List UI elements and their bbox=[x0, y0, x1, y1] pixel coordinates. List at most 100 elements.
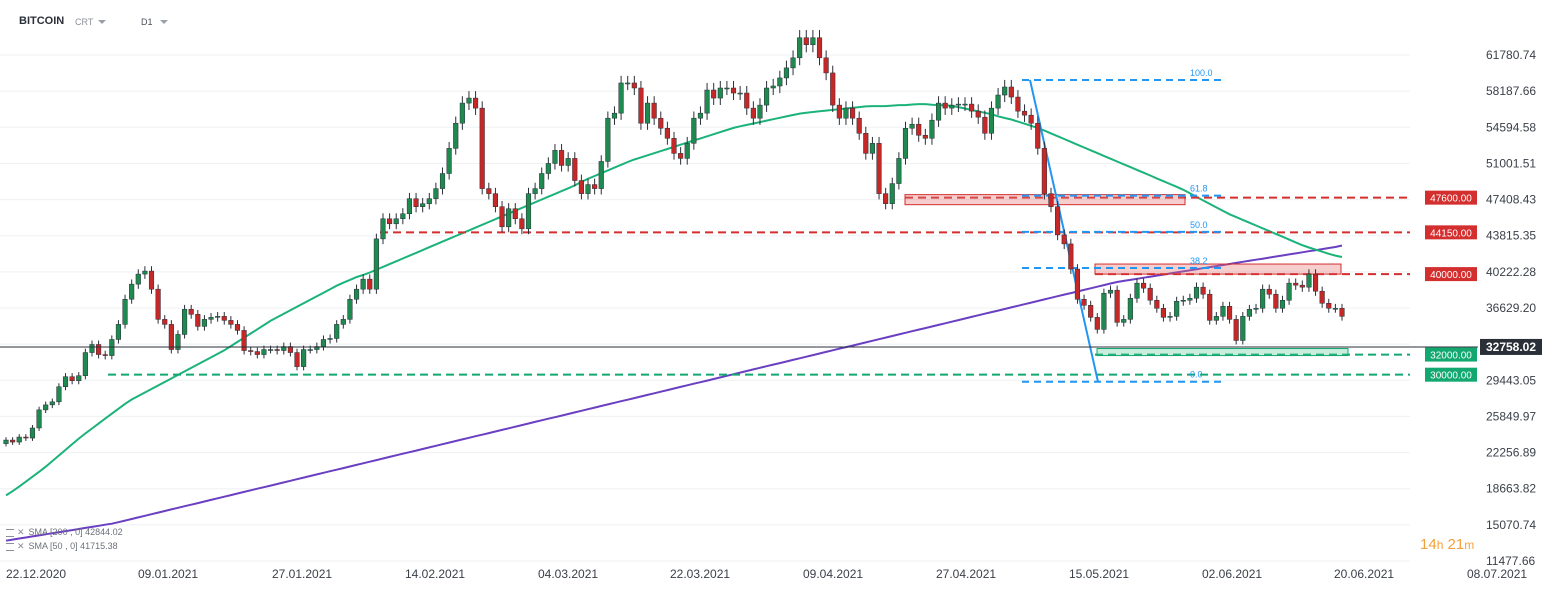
chart-header: BITCOIN CRT D1 bbox=[0, 0, 300, 40]
candle bbox=[76, 375, 82, 381]
chart-grid bbox=[0, 54, 1410, 562]
interval-selector[interactable]: D1 bbox=[141, 17, 153, 27]
fib-label: 38.2 bbox=[1190, 256, 1208, 266]
candle bbox=[254, 351, 260, 355]
level-label-box bbox=[1425, 367, 1477, 382]
settings-icon[interactable] bbox=[6, 542, 14, 551]
candle bbox=[1041, 148, 1047, 194]
candle bbox=[1260, 288, 1266, 309]
candle bbox=[327, 338, 333, 340]
candle bbox=[618, 82, 624, 114]
candle bbox=[982, 116, 988, 134]
candle bbox=[539, 173, 545, 189]
time-axis[interactable]: 22.12.2020 09.01.2021 27.01.2021 14.02.2021… bbox=[6, 567, 1527, 581]
legend-item-sma200[interactable]: ✕ SMA [200 , 0] 42844.02 bbox=[6, 527, 123, 538]
candle bbox=[558, 150, 565, 166]
candle bbox=[975, 110, 981, 118]
level-label-box bbox=[1425, 225, 1477, 240]
candle bbox=[1028, 114, 1034, 124]
candle bbox=[651, 102, 657, 119]
x-tick-label: 22.12.2020 bbox=[6, 567, 66, 581]
candle bbox=[1147, 287, 1153, 301]
candle bbox=[43, 404, 49, 411]
candle bbox=[301, 349, 307, 367]
candle bbox=[492, 193, 498, 207]
x-tick-label: 27.04.2021 bbox=[936, 567, 996, 581]
y-tick-label: 54594.58 bbox=[1486, 120, 1536, 134]
x-tick-label: 15.05.2021 bbox=[1069, 567, 1129, 581]
legend-item-sma50[interactable]: ✕ SMA [50 , 0] 41715.38 bbox=[6, 541, 118, 552]
close-icon[interactable]: ✕ bbox=[17, 527, 25, 537]
fib-label: 0.0 bbox=[1190, 370, 1203, 380]
candle bbox=[816, 37, 823, 59]
candle bbox=[188, 309, 194, 315]
legend-label: SMA [50 , 0] 41715.38 bbox=[28, 541, 118, 551]
candle bbox=[519, 218, 525, 230]
candle bbox=[135, 273, 141, 285]
candle bbox=[836, 104, 842, 119]
candle bbox=[697, 112, 704, 119]
candle bbox=[393, 218, 399, 225]
candle bbox=[525, 193, 532, 230]
close-icon[interactable]: ✕ bbox=[17, 541, 25, 551]
interval-chevron-down-icon[interactable] bbox=[160, 20, 168, 24]
settings-icon[interactable] bbox=[6, 528, 14, 537]
candle bbox=[1226, 306, 1233, 320]
candle bbox=[168, 324, 174, 350]
candle bbox=[459, 102, 465, 124]
level-label-box bbox=[1425, 267, 1477, 282]
candle bbox=[499, 206, 505, 228]
candle bbox=[82, 352, 88, 376]
y-tick-label: 51001.51 bbox=[1486, 156, 1536, 170]
candle bbox=[929, 119, 935, 139]
candle bbox=[241, 330, 247, 351]
candle bbox=[803, 37, 809, 45]
candle bbox=[1081, 298, 1087, 306]
symbol-selector[interactable]: BITCOIN bbox=[19, 15, 65, 27]
candle bbox=[1154, 299, 1160, 309]
candle bbox=[1068, 243, 1074, 270]
candle bbox=[876, 143, 882, 194]
candle bbox=[334, 324, 340, 339]
candle bbox=[347, 298, 353, 320]
chart-type-selector[interactable]: CRT bbox=[75, 17, 94, 27]
candle bbox=[625, 82, 631, 85]
candle bbox=[506, 208, 512, 228]
candle bbox=[850, 107, 856, 119]
price-axis[interactable]: 61780.74 58187.66 54594.58 51001.51 47408.43… bbox=[1486, 48, 1536, 568]
candle bbox=[420, 203, 426, 207]
candle bbox=[221, 316, 227, 321]
x-tick-label: 22.03.2021 bbox=[670, 567, 730, 581]
candle bbox=[446, 148, 452, 174]
x-tick-label: 09.04.2021 bbox=[803, 567, 863, 581]
candle bbox=[406, 198, 413, 214]
level-label: 44150.00 bbox=[1430, 228, 1472, 239]
candle bbox=[922, 135, 928, 139]
candle bbox=[691, 117, 697, 144]
chart-type-chevron-down-icon[interactable] bbox=[98, 20, 106, 24]
candle bbox=[294, 352, 300, 367]
candle bbox=[234, 324, 241, 331]
candle bbox=[737, 92, 743, 95]
candle bbox=[565, 158, 571, 166]
candle bbox=[684, 143, 690, 159]
candle bbox=[274, 349, 280, 351]
candle bbox=[62, 376, 69, 388]
candle bbox=[592, 184, 598, 189]
candle bbox=[155, 288, 161, 320]
candle bbox=[89, 344, 95, 353]
candle bbox=[1193, 286, 1200, 299]
candle bbox=[1220, 306, 1226, 317]
candle bbox=[1253, 308, 1259, 310]
candle bbox=[750, 107, 756, 119]
fibonacci-retracement: 100.0 61.8 50.0 38.2 0.0 bbox=[1022, 68, 1222, 383]
candle bbox=[175, 334, 181, 350]
candle bbox=[1319, 290, 1325, 304]
candle bbox=[644, 102, 651, 124]
candle bbox=[883, 193, 889, 204]
candle bbox=[664, 127, 670, 139]
fib-label: 100.0 bbox=[1190, 68, 1213, 78]
level-labels: 47600.00 44150.00 40000.00 32000.00 30000.00… bbox=[1425, 190, 1542, 382]
y-tick-label: 11477.66 bbox=[1486, 554, 1535, 568]
